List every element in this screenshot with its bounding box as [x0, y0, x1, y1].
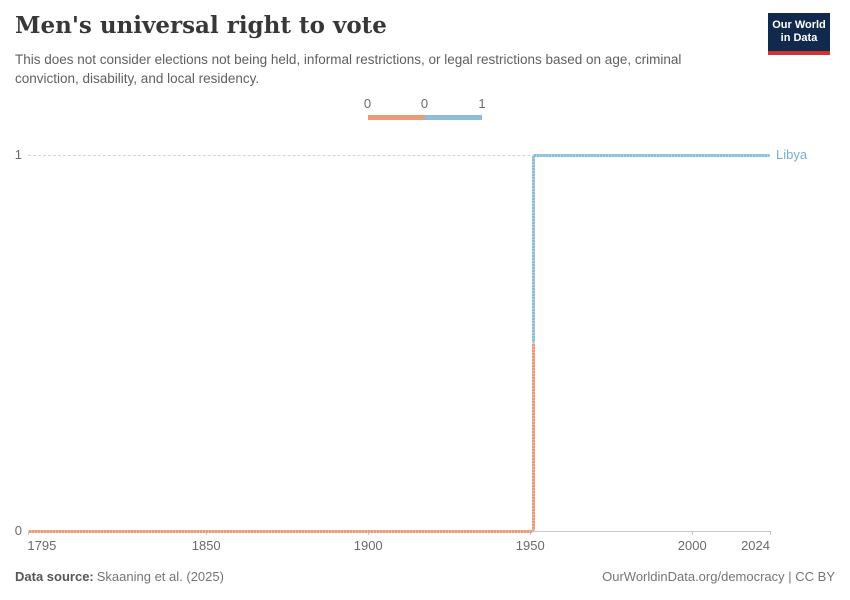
series-line-segment — [531, 343, 535, 531]
x-tick-mark — [367, 531, 369, 535]
x-axis-label: 1950 — [515, 538, 545, 553]
legend-swatch-value-0 — [367, 115, 425, 120]
y-axis-label: 1 — [14, 147, 22, 162]
x-axis-label: 2000 — [677, 538, 707, 553]
page-subtitle: This does not consider elections not bei… — [15, 52, 682, 86]
series-line-segment — [531, 155, 535, 343]
x-tick-mark — [27, 531, 29, 535]
footer-source: Data source: Skaaning et al. (2025) — [15, 569, 224, 584]
x-tick-mark — [691, 531, 693, 535]
owid-logo: Our World in Data — [768, 13, 830, 55]
footer-link[interactable]: OurWorldinData.org/democracy | CC BY — [602, 569, 835, 584]
y-axis-label: 0 — [14, 523, 22, 538]
x-tick-mark — [769, 531, 771, 535]
footer-source-value: Skaaning et al. (2025) — [96, 569, 224, 584]
owid-logo-line2: in Data — [780, 32, 818, 44]
x-axis-label: 1900 — [353, 538, 383, 553]
footer-source-label: Data source: — [15, 569, 94, 584]
owid-logo-stripe — [768, 51, 830, 55]
gridline-y-1 — [28, 154, 770, 156]
series-line-segment — [533, 153, 770, 157]
x-tick-mark — [529, 531, 531, 535]
legend-label-mid: 0 — [420, 96, 429, 111]
page-title: Men's universal right to vote — [15, 12, 387, 39]
owid-logo-text: Our World in Data — [768, 13, 830, 45]
entity-label-libya[interactable]: Libya — [776, 147, 808, 162]
series-line-segment — [28, 529, 534, 533]
owid-logo-line1: Our World — [772, 19, 826, 31]
legend-label-min: 0 — [363, 96, 372, 111]
x-tick-mark — [205, 531, 207, 535]
x-axis-label: 1850 — [191, 538, 221, 553]
legend-label-max: 1 — [478, 96, 486, 111]
x-axis-label: 1795 — [27, 538, 57, 553]
x-axis-label: 2024 — [741, 538, 770, 553]
legend-swatch-value-1 — [424, 115, 482, 120]
